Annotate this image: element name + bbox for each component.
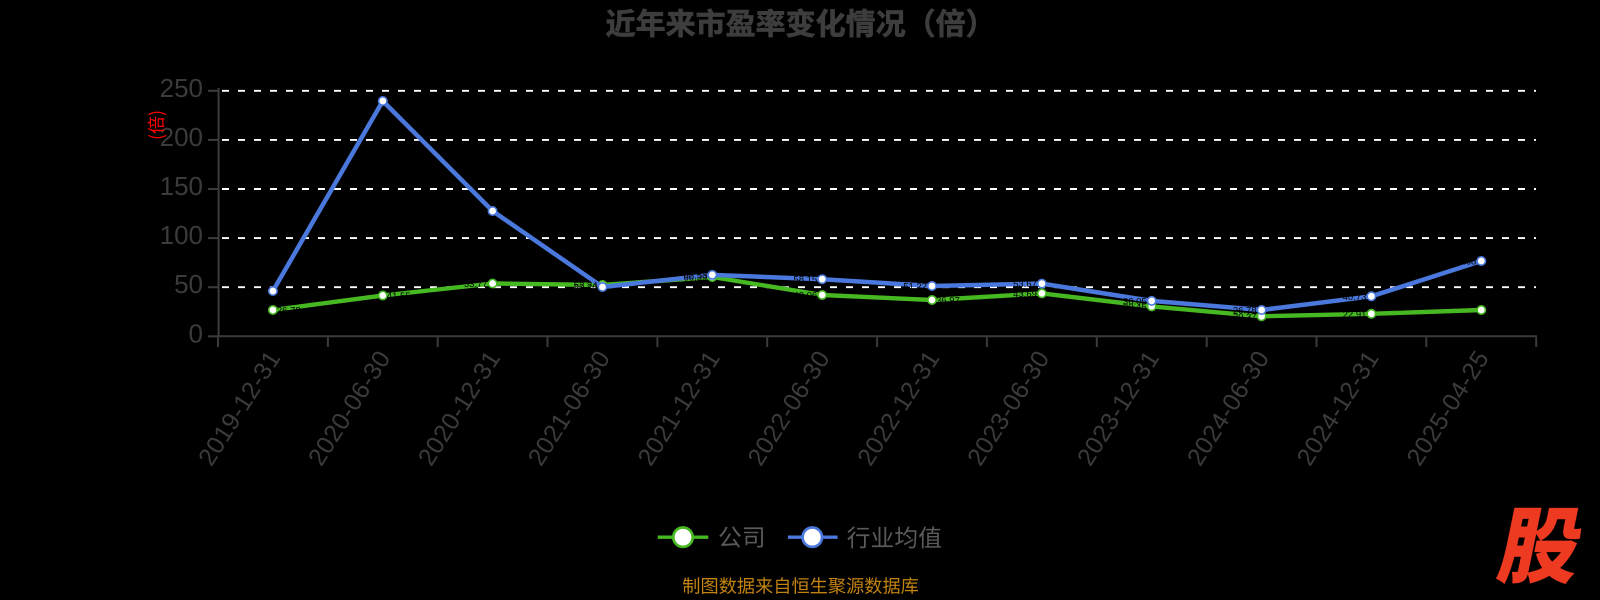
svg-text:100: 100 <box>160 220 203 250</box>
svg-text:30.45: 30.45 <box>1123 302 1147 313</box>
svg-text:36.97: 36.97 <box>936 296 960 307</box>
svg-text:36.05: 36.05 <box>1123 296 1147 307</box>
svg-text:250: 250 <box>160 73 203 103</box>
svg-text:2024-06-30: 2024-06-30 <box>1182 346 1275 470</box>
svg-text:2022-12-31: 2022-12-31 <box>853 346 946 470</box>
svg-text:76.68: 76.68 <box>1453 257 1477 268</box>
svg-text:51.22: 51.22 <box>903 282 927 293</box>
svg-text:2020-06-30: 2020-06-30 <box>304 346 397 470</box>
svg-text:22.91: 22.91 <box>1343 309 1367 320</box>
svg-text:26.78: 26.78 <box>1233 306 1257 317</box>
svg-text:2022-06-30: 2022-06-30 <box>743 346 836 470</box>
svg-text:60.39: 60.39 <box>684 273 708 284</box>
svg-text:2019-12-31: 2019-12-31 <box>194 346 287 470</box>
svg-text:43.69: 43.69 <box>1013 289 1037 300</box>
svg-text:2021-12-31: 2021-12-31 <box>633 346 726 470</box>
svg-text:50.20: 50.20 <box>574 283 598 294</box>
svg-text:2020-12-31: 2020-12-31 <box>413 346 506 470</box>
svg-text:127.60: 127.60 <box>459 207 488 218</box>
svg-text:0: 0 <box>189 318 203 348</box>
svg-text:20.37: 20.37 <box>1233 312 1257 323</box>
svg-text:2021-06-30: 2021-06-30 <box>523 346 616 470</box>
svg-text:26.78: 26.78 <box>277 306 301 317</box>
svg-text:2025-04-25: 2025-04-25 <box>1402 346 1495 470</box>
svg-text:53.67: 53.67 <box>1013 279 1037 290</box>
svg-text:200: 200 <box>160 122 203 152</box>
svg-text:62.53: 62.53 <box>684 270 708 281</box>
svg-text:40.73: 40.73 <box>1343 292 1367 303</box>
svg-text:53.77: 53.77 <box>464 279 488 290</box>
svg-text:150: 150 <box>160 171 203 201</box>
svg-text:41.55: 41.55 <box>387 291 411 302</box>
svg-text:58.15: 58.15 <box>793 275 817 286</box>
svg-text:46.13: 46.13 <box>244 287 268 298</box>
svg-text:2024-12-31: 2024-12-31 <box>1292 346 1385 470</box>
svg-text:42.06: 42.06 <box>793 291 817 302</box>
svg-text:26.78: 26.78 <box>1485 306 1509 317</box>
svg-text:2023-06-30: 2023-06-30 <box>963 346 1056 470</box>
svg-text:50: 50 <box>174 269 203 299</box>
svg-text:52.24: 52.24 <box>574 281 598 292</box>
svg-text:2023-12-31: 2023-12-31 <box>1072 346 1165 470</box>
